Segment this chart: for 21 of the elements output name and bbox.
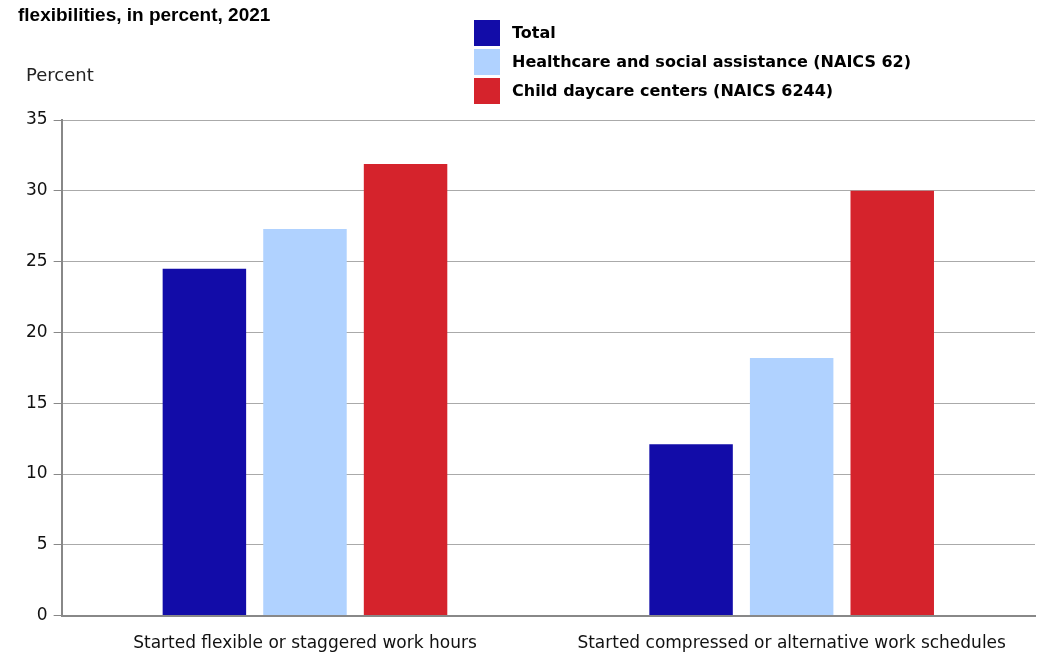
y-tick-label: 20 bbox=[25, 320, 48, 341]
bar bbox=[749, 357, 834, 616]
y-axis-title: Percent bbox=[26, 64, 94, 85]
y-tick-label: 15 bbox=[25, 391, 48, 412]
x-tick-label: Started compressed or alternative work schedules bbox=[577, 632, 1007, 653]
y-tick-label: 5 bbox=[36, 533, 48, 554]
bar bbox=[649, 444, 733, 616]
y-tick-label: 30 bbox=[25, 179, 48, 200]
legend-label: Healthcare and social assistance (NAICS 62) bbox=[512, 52, 912, 71]
y-tick-label: 10 bbox=[25, 462, 48, 483]
bar bbox=[850, 190, 934, 616]
y-tick-label: 0 bbox=[36, 604, 48, 625]
x-tick-label: Started flexible or staggered work hours bbox=[133, 632, 477, 653]
bar bbox=[263, 229, 347, 616]
legend-label: Total bbox=[512, 23, 556, 42]
legend-label: Child daycare centers (NAICS 6244) bbox=[512, 81, 834, 100]
chart-title: flexibilities, in percent, 2021 bbox=[18, 4, 271, 26]
y-tick-label: 35 bbox=[25, 108, 48, 129]
y-tick-label: 25 bbox=[25, 250, 48, 271]
bar bbox=[162, 268, 247, 616]
bar bbox=[363, 163, 448, 616]
